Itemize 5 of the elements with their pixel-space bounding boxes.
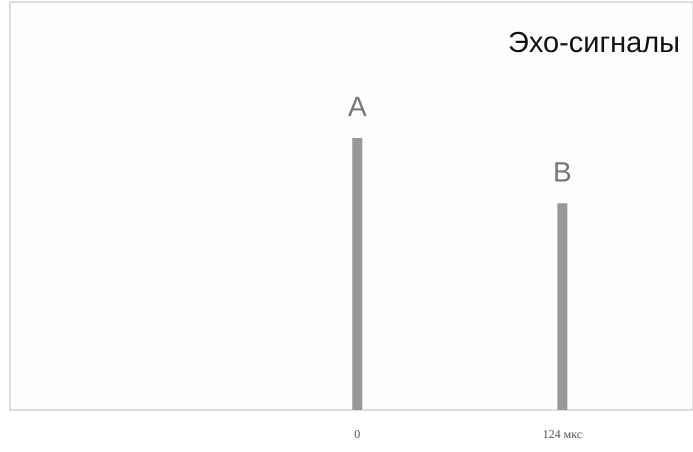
x-tick-label: 124 мкс — [542, 427, 582, 441]
x-tick-label: 0 — [354, 427, 360, 441]
chart-title: Эхо-сигналы — [508, 27, 680, 59]
annotation: B — [553, 156, 572, 188]
text: A — [348, 91, 367, 122]
